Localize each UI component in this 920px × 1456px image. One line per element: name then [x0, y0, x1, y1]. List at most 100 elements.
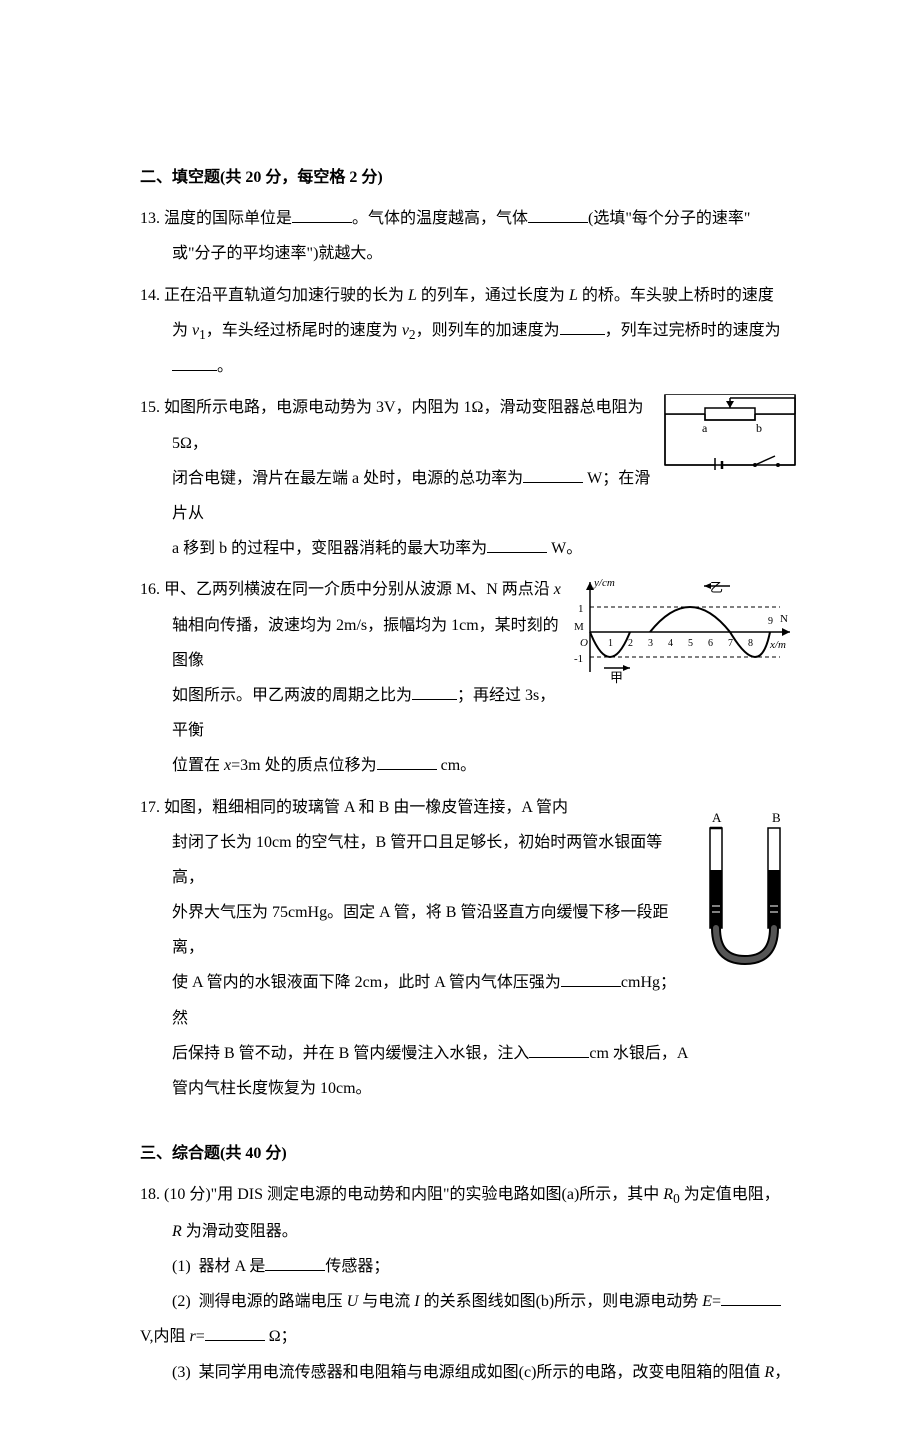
q18-s2t3: 的关系图线如图(b)所示，则电源电动势: [420, 1293, 703, 1310]
q15-num: 15.: [140, 399, 160, 416]
q17-t1: 如图，粗细相同的玻璃管 A 和 B 由一橡皮管连接，A 管内: [164, 799, 568, 816]
q18-s3t2: ，: [774, 1364, 790, 1381]
svg-text:y/cm: y/cm: [593, 577, 615, 589]
q18-blank2[interactable]: [721, 1289, 781, 1306]
q17-l6: 管内气柱长度恢复为 10cm。: [140, 1071, 800, 1106]
q18-s2t4: =: [712, 1293, 721, 1310]
svg-text:甲: 甲: [610, 670, 623, 685]
q17-figure: A B: [690, 810, 800, 993]
question-17: A B 17. 如图，粗细相同的玻璃管 A 和 B 由一橡皮管连接，A 管内 封…: [140, 790, 800, 1107]
question-15: a b 15. 如图所示电路，电源电动势为 3V，内阻为 1Ω，滑动变阻器总电阻…: [140, 390, 800, 566]
svg-text:O: O: [580, 637, 588, 649]
q18-s3t1: 某同学用电流传感器和电阻箱与电源组成如图(c)所示的电路，改变电阻箱的阻值: [199, 1364, 765, 1381]
q14-t2: 的列车，通过长度为: [417, 287, 569, 304]
q18-num: 18.: [140, 1186, 160, 1203]
q14-blank2[interactable]: [172, 354, 217, 371]
q18-s1n: (1): [172, 1258, 191, 1275]
q15-figure: a b: [660, 390, 800, 483]
q16-blank1[interactable]: [412, 683, 457, 700]
q18-s2t1: 测得电源的路端电压: [199, 1293, 347, 1310]
q18-s2t7: Ω；: [265, 1328, 297, 1345]
svg-text:3: 3: [648, 638, 653, 649]
q16-num: 16.: [140, 581, 160, 598]
q17-t6: 后保持 B 管不动，并在 B 管内缓慢注入水银，注入: [172, 1045, 529, 1062]
q16-t1: 甲、乙两列横波在同一介质中分别从波源 M、N 两点沿: [164, 581, 554, 598]
q15-t4: a 移到 b 的过程中，变阻器消耗的最大功率为: [172, 540, 487, 557]
q14-v1s: 1: [199, 327, 206, 342]
q16-t5: 位置在: [172, 757, 224, 774]
svg-text:A: A: [712, 810, 722, 825]
question-18: 18. (10 分)"用 DIS 测定电源的电动势和内阻"的实验电路如图(a)所…: [140, 1177, 800, 1389]
svg-text:9: 9: [768, 616, 773, 627]
q18-s1t1: 器材 A 是: [199, 1258, 266, 1275]
q17-blank1[interactable]: [561, 970, 621, 987]
q14-t3: 的桥。车头驶上桥时的速度: [578, 287, 774, 304]
q18-R0: R: [663, 1186, 673, 1203]
svg-text:4: 4: [668, 638, 673, 649]
q18-s2t5: V,内阻: [140, 1328, 190, 1345]
q14-t4: 为: [172, 322, 192, 339]
q13-line2: 或"分子的平均速率")就越大。: [140, 236, 800, 271]
svg-text:1: 1: [608, 638, 613, 649]
q18-t2: 为定值电阻，: [680, 1186, 780, 1203]
section3-title: 三、综合题(共 40 分): [140, 1136, 800, 1171]
svg-text:乙: 乙: [710, 580, 723, 595]
q14-L2: L: [569, 287, 578, 304]
q15-t2: 闭合电键，滑片在最左端 a 处时，电源的总功率为: [172, 470, 523, 487]
q15-blank2[interactable]: [487, 536, 547, 553]
svg-text:B: B: [772, 810, 781, 825]
q16-blank2[interactable]: [377, 753, 437, 770]
q17-blank2[interactable]: [529, 1041, 589, 1058]
q14-t8: 。: [217, 358, 233, 375]
q14-t7: ，列车过完桥时的速度为: [605, 322, 781, 339]
q18-t1: "用 DIS 测定电源的电动势和内阻"的实验电路如图(a)所示，其中: [211, 1186, 664, 1203]
q18-blank1[interactable]: [265, 1254, 325, 1271]
question-16: y/cm x/m 1 -1 M O N 123 456 789 甲 乙: [140, 572, 800, 783]
svg-text:8: 8: [748, 638, 753, 649]
q16-t6: =3m 处的质点位移为: [231, 757, 376, 774]
q18-s1t2: 传感器；: [325, 1258, 389, 1275]
svg-text:2: 2: [628, 638, 633, 649]
q16-t7: cm。: [437, 757, 477, 774]
q18-s3n: (3): [172, 1364, 191, 1381]
section2-title: 二、填空题(共 20 分，每空格 2 分): [140, 160, 800, 195]
svg-text:N: N: [780, 613, 788, 625]
question-13: 13. 温度的国际单位是 。气体的温度越高，气体 (选填"每个分子的速率" 或"分子…: [140, 201, 800, 271]
q13-blank1[interactable]: [292, 206, 352, 223]
q18-s2t2: 与电流: [358, 1293, 414, 1310]
q17-t7: cm 水银后，A: [589, 1045, 688, 1062]
q14-num: 14.: [140, 287, 160, 304]
q16-t3: 如图所示。甲乙两波的周期之比为: [172, 687, 412, 704]
q18-s2n: (2): [172, 1293, 191, 1310]
q18-E: E: [702, 1293, 712, 1310]
svg-text:6: 6: [708, 638, 713, 649]
svg-text:b: b: [756, 421, 762, 435]
q13-t1: 温度的国际单位是: [164, 210, 292, 227]
q13-t3: (选填"每个分子的速率": [588, 210, 750, 227]
svg-text:5: 5: [688, 638, 693, 649]
q13-t2: 。气体的温度越高，气体: [352, 210, 528, 227]
q17-t4: 使 A 管内的水银液面下降 2cm，此时 A 管内气体压强为: [172, 974, 561, 991]
q14-blank1[interactable]: [560, 318, 605, 335]
q16-figure: y/cm x/m 1 -1 M O N 123 456 789 甲 乙: [570, 572, 800, 705]
q17-num: 17.: [140, 799, 160, 816]
q14-L1: L: [408, 287, 417, 304]
svg-text:-1: -1: [574, 653, 583, 665]
q18-pts: (10 分): [164, 1186, 211, 1203]
svg-text:a: a: [702, 421, 708, 435]
q18-s2t6: =: [196, 1328, 205, 1345]
q13-blank2[interactable]: [528, 206, 588, 223]
q15-blank1[interactable]: [523, 466, 583, 483]
q14-t6: ，则列车的加速度为: [416, 322, 560, 339]
q13-num: 13.: [140, 210, 160, 227]
q14-t1: 正在沿平直轨道匀加速行驶的长为: [164, 287, 408, 304]
question-14: 14. 正在沿平直轨道匀加速行驶的长为 L 的列车，通过长度为 L 的桥。车头驶…: [140, 278, 800, 385]
svg-text:x/m: x/m: [769, 639, 786, 651]
q14-v2s: 2: [409, 327, 416, 342]
svg-text:7: 7: [728, 638, 733, 649]
svg-text:M: M: [574, 621, 584, 633]
q18-blank3[interactable]: [205, 1324, 265, 1341]
q18-R2: R: [764, 1364, 774, 1381]
q18-t3: 为滑动变阻器。: [182, 1223, 298, 1240]
q18-R0s: 0: [673, 1192, 680, 1207]
